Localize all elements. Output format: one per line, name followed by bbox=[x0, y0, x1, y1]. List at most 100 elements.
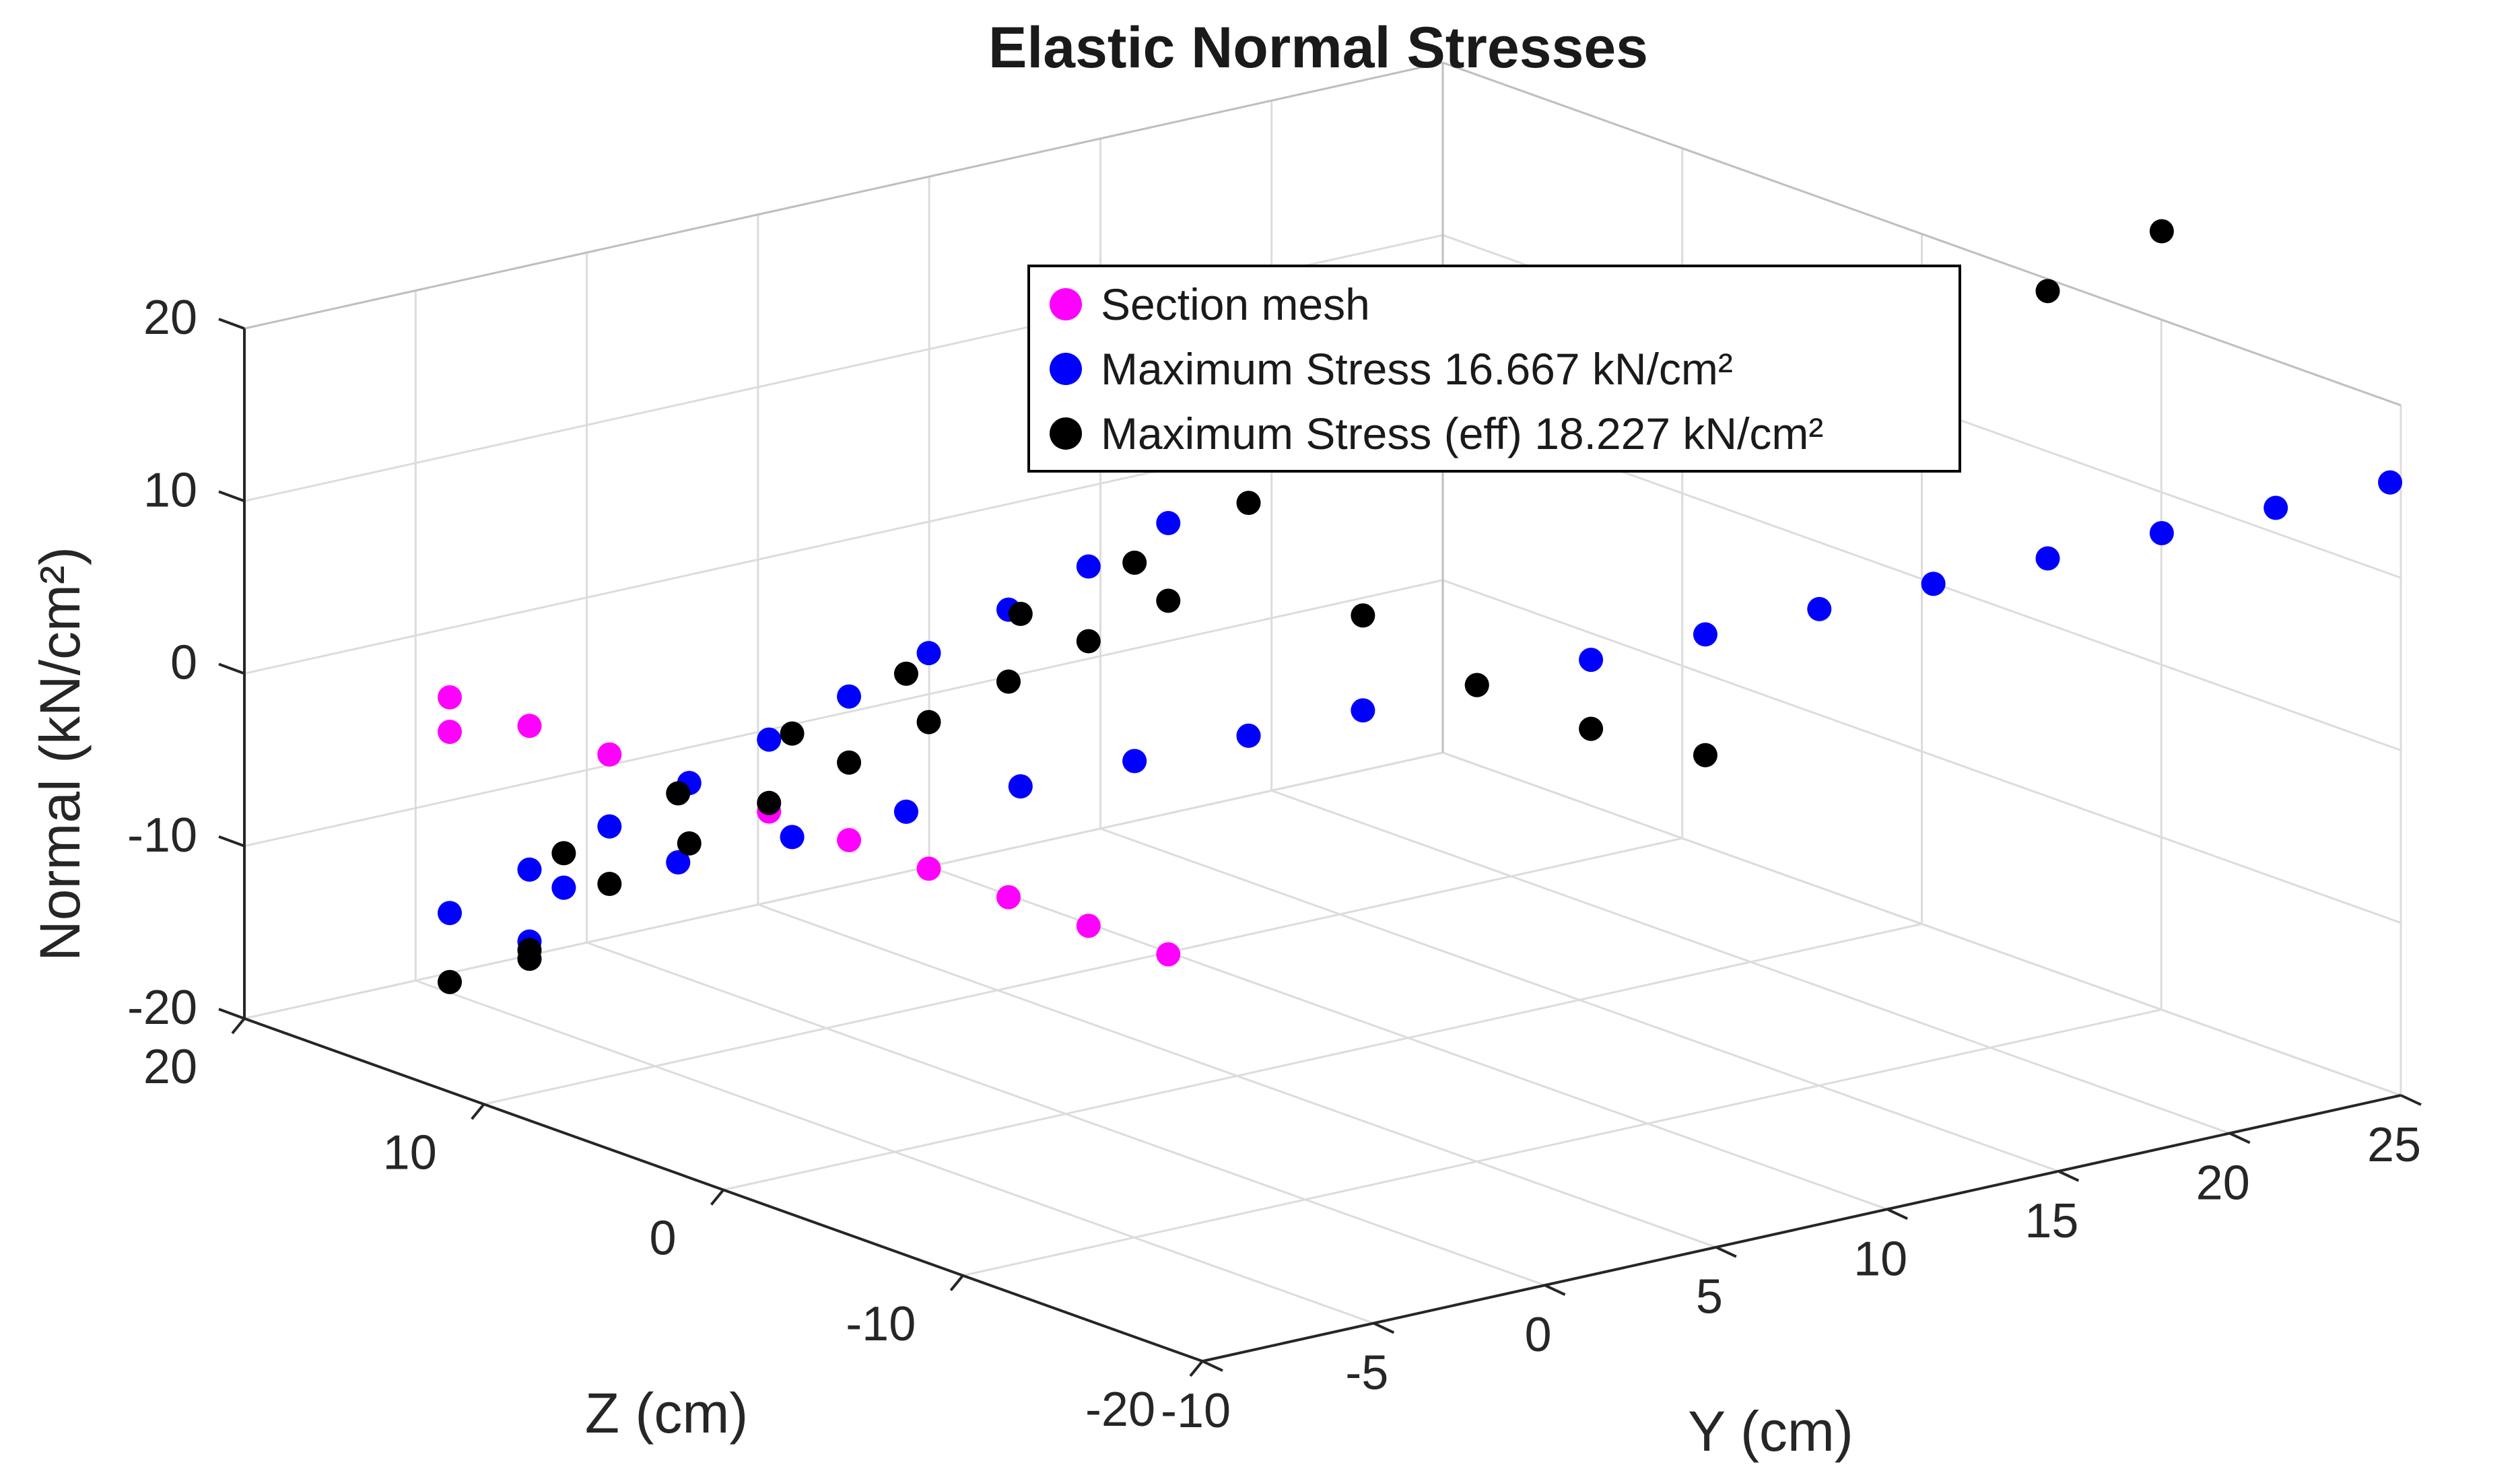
series-1-point-27 bbox=[2378, 470, 2403, 495]
series-2-point-11 bbox=[551, 841, 576, 866]
x-tick-label-1: -5 bbox=[1345, 1346, 1388, 1400]
x-tick-mark-1 bbox=[1373, 1321, 1395, 1334]
legend-box bbox=[1027, 265, 1961, 473]
series-0-point-5 bbox=[837, 828, 862, 853]
series-2-point-7 bbox=[996, 669, 1021, 694]
y-tick-mark-0 bbox=[231, 1017, 246, 1035]
series-2-point-15 bbox=[1008, 601, 1033, 626]
series-2-point-24 bbox=[2035, 279, 2060, 304]
y-axis-label: Z (cm) bbox=[585, 1381, 749, 1445]
series-0-point-0 bbox=[438, 685, 463, 710]
series-1-point-23 bbox=[1921, 572, 1946, 596]
point-layer bbox=[438, 219, 2403, 994]
series-2-point-9 bbox=[1156, 588, 1181, 613]
x-tick-label-2: 0 bbox=[1525, 1308, 1552, 1362]
x-tick-mark-6 bbox=[2228, 1132, 2251, 1144]
z-tick-mark-0 bbox=[218, 318, 245, 330]
y-tick-mark-3 bbox=[949, 1274, 964, 1292]
z-axis-label: Normal (kN/cm²) bbox=[28, 547, 92, 961]
box-edge-back-top-b bbox=[1442, 61, 2402, 407]
series-2-point-5 bbox=[837, 750, 862, 775]
series-2-point-13 bbox=[780, 721, 805, 746]
legend-label-section-mesh: Section mesh bbox=[1101, 279, 1370, 329]
series-2-point-19 bbox=[1464, 673, 1489, 697]
series-1-point-26 bbox=[2263, 495, 2288, 520]
y-tick-mark-4 bbox=[1189, 1360, 1204, 1377]
series-2-point-25 bbox=[2149, 219, 2174, 244]
series-1-point-1 bbox=[517, 857, 542, 882]
series-2-point-10 bbox=[517, 938, 542, 963]
series-1-point-11 bbox=[551, 875, 576, 900]
x-tick-label-6: 20 bbox=[2196, 1156, 2250, 1210]
x-tick-label-5: 15 bbox=[2024, 1194, 2078, 1248]
series-0-point-8 bbox=[1076, 914, 1101, 938]
series-1-point-24 bbox=[2035, 546, 2060, 571]
y-tick-label-1: 10 bbox=[383, 1126, 437, 1179]
series-1-point-13 bbox=[780, 825, 805, 850]
z-tick-label-3: -10 bbox=[127, 809, 197, 862]
series-1-point-15 bbox=[1008, 774, 1033, 799]
legend-marker-max-stress-eff bbox=[1050, 417, 1082, 450]
series-1-point-12 bbox=[666, 850, 691, 874]
series-1-point-25 bbox=[2149, 520, 2174, 545]
z-tick-label-0: 20 bbox=[143, 291, 197, 345]
series-1-point-0 bbox=[438, 901, 463, 926]
series-0-point-6 bbox=[916, 856, 941, 881]
x-tick-label-3: 5 bbox=[1696, 1270, 1723, 1324]
series-1-point-17 bbox=[1236, 723, 1261, 748]
x-tick-mark-7 bbox=[2400, 1094, 2422, 1106]
chart-title: Elastic Normal Stresses bbox=[988, 15, 1648, 80]
y-tick-label-4: -20 bbox=[1085, 1383, 1155, 1437]
z-tick-mark-1 bbox=[218, 490, 245, 503]
x-tick-mark-4 bbox=[1886, 1208, 1908, 1220]
grid-floor-z-3 bbox=[962, 1008, 2162, 1277]
legend: Section mesh Maximum Stress 16.667 kN/cm… bbox=[1027, 265, 1961, 473]
series-1-point-20 bbox=[1579, 648, 1604, 673]
grid-wall-a-h-4 bbox=[244, 751, 1443, 1020]
series-2-point-16 bbox=[1122, 550, 1147, 575]
legend-marker-section-mesh bbox=[1050, 288, 1082, 320]
series-2-point-20 bbox=[1579, 716, 1604, 741]
box-edge-back-top-a bbox=[244, 61, 1443, 330]
grid-wall-b-h-4 bbox=[1442, 751, 2402, 1097]
series-1-point-18 bbox=[1351, 698, 1375, 723]
x-tick-mark-3 bbox=[1715, 1245, 1737, 1258]
grid-floor-z-1 bbox=[483, 837, 1683, 1105]
x-tick-mark-0 bbox=[1202, 1360, 1223, 1372]
series-2-point-0 bbox=[438, 969, 463, 994]
legend-label-max-stress: Maximum Stress 16.667 kN/cm² bbox=[1101, 344, 1733, 394]
y-tick-label-3: -10 bbox=[846, 1297, 916, 1351]
series-1-point-2 bbox=[597, 814, 622, 839]
series-1-point-5 bbox=[837, 684, 862, 709]
series-2-point-8 bbox=[1076, 629, 1101, 654]
series-1-point-14 bbox=[893, 799, 918, 824]
series-0-point-9 bbox=[1156, 942, 1181, 967]
series-2-point-18 bbox=[1351, 603, 1375, 628]
series-1-point-6 bbox=[916, 641, 941, 666]
y-tick-label-0: 20 bbox=[143, 1040, 197, 1094]
x-axis-label: Y (cm) bbox=[1688, 1400, 1853, 1463]
x-tick-label-0: -10 bbox=[1161, 1384, 1231, 1438]
x-tick-mark-2 bbox=[1544, 1284, 1566, 1296]
z-tick-mark-4 bbox=[218, 1008, 245, 1020]
z-tick-label-4: -20 bbox=[127, 981, 197, 1035]
series-2-point-2 bbox=[597, 871, 622, 896]
y-tick-mark-1 bbox=[471, 1103, 485, 1120]
series-0-point-7 bbox=[996, 885, 1021, 909]
x-axis-line bbox=[1202, 1094, 2402, 1363]
grid-wall-b-h-3 bbox=[1442, 579, 2402, 924]
series-0-point-1 bbox=[517, 714, 542, 738]
z-tick-mark-3 bbox=[218, 835, 245, 848]
x-tick-label-7: 25 bbox=[2367, 1118, 2421, 1172]
series-2-point-17 bbox=[1236, 490, 1261, 515]
series-2-point-12 bbox=[666, 781, 691, 806]
series-1-point-21 bbox=[1693, 622, 1717, 647]
series-2-point-21 bbox=[1693, 743, 1717, 767]
series-2-point-14 bbox=[893, 661, 918, 686]
series-2-point-4 bbox=[757, 790, 782, 815]
legend-marker-max-stress bbox=[1050, 353, 1082, 385]
series-0-point-2 bbox=[597, 742, 622, 767]
series-1-point-4 bbox=[757, 727, 782, 752]
